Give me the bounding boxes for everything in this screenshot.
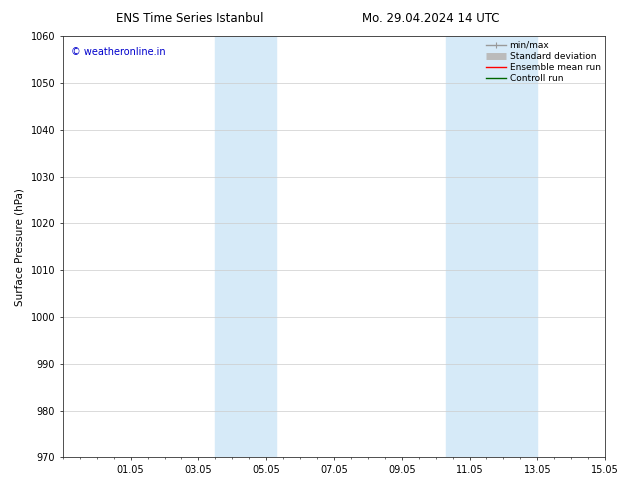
Text: Mo. 29.04.2024 14 UTC: Mo. 29.04.2024 14 UTC <box>363 12 500 25</box>
Bar <box>446 36 538 457</box>
Text: © weatheronline.in: © weatheronline.in <box>71 47 165 57</box>
Legend: min/max, Standard deviation, Ensemble mean run, Controll run: min/max, Standard deviation, Ensemble me… <box>484 39 602 85</box>
Bar <box>216 36 276 457</box>
Text: ENS Time Series Istanbul: ENS Time Series Istanbul <box>117 12 264 25</box>
Y-axis label: Surface Pressure (hPa): Surface Pressure (hPa) <box>15 188 25 306</box>
